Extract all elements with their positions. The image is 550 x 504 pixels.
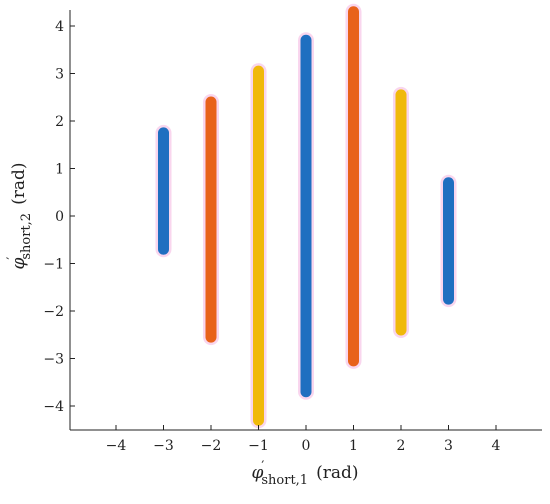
x-tick-labels: −4 −3 −2 −1 0 1 2 3 4 — [106, 438, 501, 454]
x-tick-label: 4 — [492, 438, 501, 454]
y-axis-prime: ′ — [5, 257, 20, 260]
y-tick-label: −1 — [43, 257, 64, 273]
x-tick-label: 2 — [397, 438, 406, 454]
y-axis-label: φ′short,2 (rad) — [5, 163, 34, 270]
y-tick-label: −2 — [43, 304, 64, 320]
x-tick-label: −2 — [201, 438, 222, 454]
y-axis-symbol: φ — [9, 258, 29, 270]
y-tick-label: 0 — [55, 209, 64, 225]
axes — [69, 10, 542, 431]
segment-layer — [158, 6, 454, 426]
y-tick-label: −3 — [43, 352, 64, 368]
y-axis-unit: (rad) — [9, 163, 29, 205]
x-axis-label: φ′ short,1 (rad) — [252, 459, 359, 488]
x-axis-prime: ′ — [261, 459, 264, 474]
x-tick-label: −3 — [153, 438, 174, 454]
y-tick-label: 1 — [55, 162, 64, 178]
x-tick-label: 1 — [349, 438, 358, 454]
y-tick-label: 3 — [55, 67, 64, 83]
x-tick-label: −1 — [248, 438, 269, 454]
y-tick-label: −4 — [43, 399, 64, 415]
y-axis-subscript: short,2 — [19, 213, 34, 260]
y-tick-label: 2 — [55, 114, 64, 130]
x-axis-unit: (rad) — [316, 463, 358, 483]
y-tick-label: 4 — [55, 19, 64, 35]
x-tick-label: 0 — [302, 438, 311, 454]
x-tick-label: −4 — [106, 438, 127, 454]
y-tick-labels: −4 −3 −2 −1 0 1 2 3 4 — [43, 19, 64, 415]
x-axis-subscript: short,1 — [261, 473, 308, 488]
x-tick-label: 3 — [444, 438, 453, 454]
x-axis-symbol: φ — [252, 463, 264, 483]
